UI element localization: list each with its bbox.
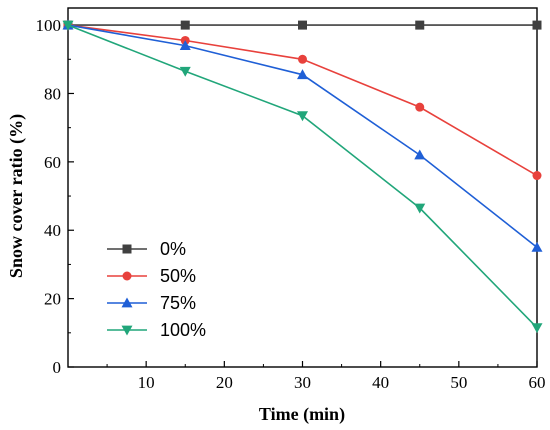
data-point bbox=[414, 149, 426, 160]
data-point bbox=[532, 20, 542, 30]
y-axis-title: Snow cover ratio (%) bbox=[6, 114, 27, 278]
legend-marker bbox=[122, 244, 132, 254]
x-tick-label: 10 bbox=[138, 373, 155, 392]
legend-item: 75% bbox=[107, 293, 196, 313]
x-tick-label: 20 bbox=[216, 373, 233, 392]
y-tick-label: 80 bbox=[44, 84, 61, 103]
legend-item: 50% bbox=[107, 266, 196, 286]
x-axis: 10 20 30 40 50 60 bbox=[106, 361, 546, 392]
data-point bbox=[179, 66, 191, 77]
y-tick-label: 0 bbox=[53, 358, 62, 377]
series-75pct bbox=[62, 19, 543, 252]
x-tick-label: 40 bbox=[372, 373, 389, 392]
x-tick-label: 50 bbox=[450, 373, 467, 392]
series-line bbox=[67, 24, 538, 177]
legend-label: 0% bbox=[160, 239, 186, 259]
legend-label: 75% bbox=[160, 293, 196, 313]
legend-marker bbox=[121, 325, 133, 336]
legend-item: 0% bbox=[107, 239, 186, 259]
x-tick-label: 60 bbox=[529, 373, 546, 392]
data-point bbox=[180, 20, 190, 30]
data-point bbox=[415, 102, 425, 112]
data-point bbox=[179, 40, 191, 51]
data-point bbox=[297, 69, 308, 80]
data-point bbox=[415, 20, 425, 30]
legend-label: 100% bbox=[160, 320, 206, 340]
data-point bbox=[532, 171, 542, 181]
x-tick-label: 30 bbox=[294, 373, 311, 392]
data-point bbox=[298, 54, 307, 64]
legend-label: 50% bbox=[160, 266, 196, 286]
legend: 0% 50% 75% 100% bbox=[107, 239, 206, 340]
y-tick-label: 60 bbox=[44, 153, 61, 172]
series-50pct bbox=[63, 20, 542, 181]
y-axis: 0 20 40 60 80 100 bbox=[36, 16, 74, 377]
data-point bbox=[298, 20, 307, 30]
legend-marker bbox=[122, 271, 132, 281]
data-point bbox=[414, 203, 426, 214]
data-point bbox=[297, 111, 308, 122]
y-tick-label: 40 bbox=[44, 221, 61, 240]
y-tick-label: 100 bbox=[36, 16, 62, 35]
data-point bbox=[531, 323, 543, 334]
data-point bbox=[62, 20, 74, 31]
series-0pct bbox=[63, 20, 542, 30]
data-point bbox=[531, 241, 543, 252]
legend-item: 100% bbox=[107, 320, 206, 340]
y-tick-label: 20 bbox=[44, 290, 61, 309]
x-axis-title: Time (min) bbox=[259, 404, 345, 425]
legend-marker bbox=[121, 297, 133, 308]
series-100pct bbox=[62, 20, 543, 334]
series-lines bbox=[62, 19, 543, 334]
